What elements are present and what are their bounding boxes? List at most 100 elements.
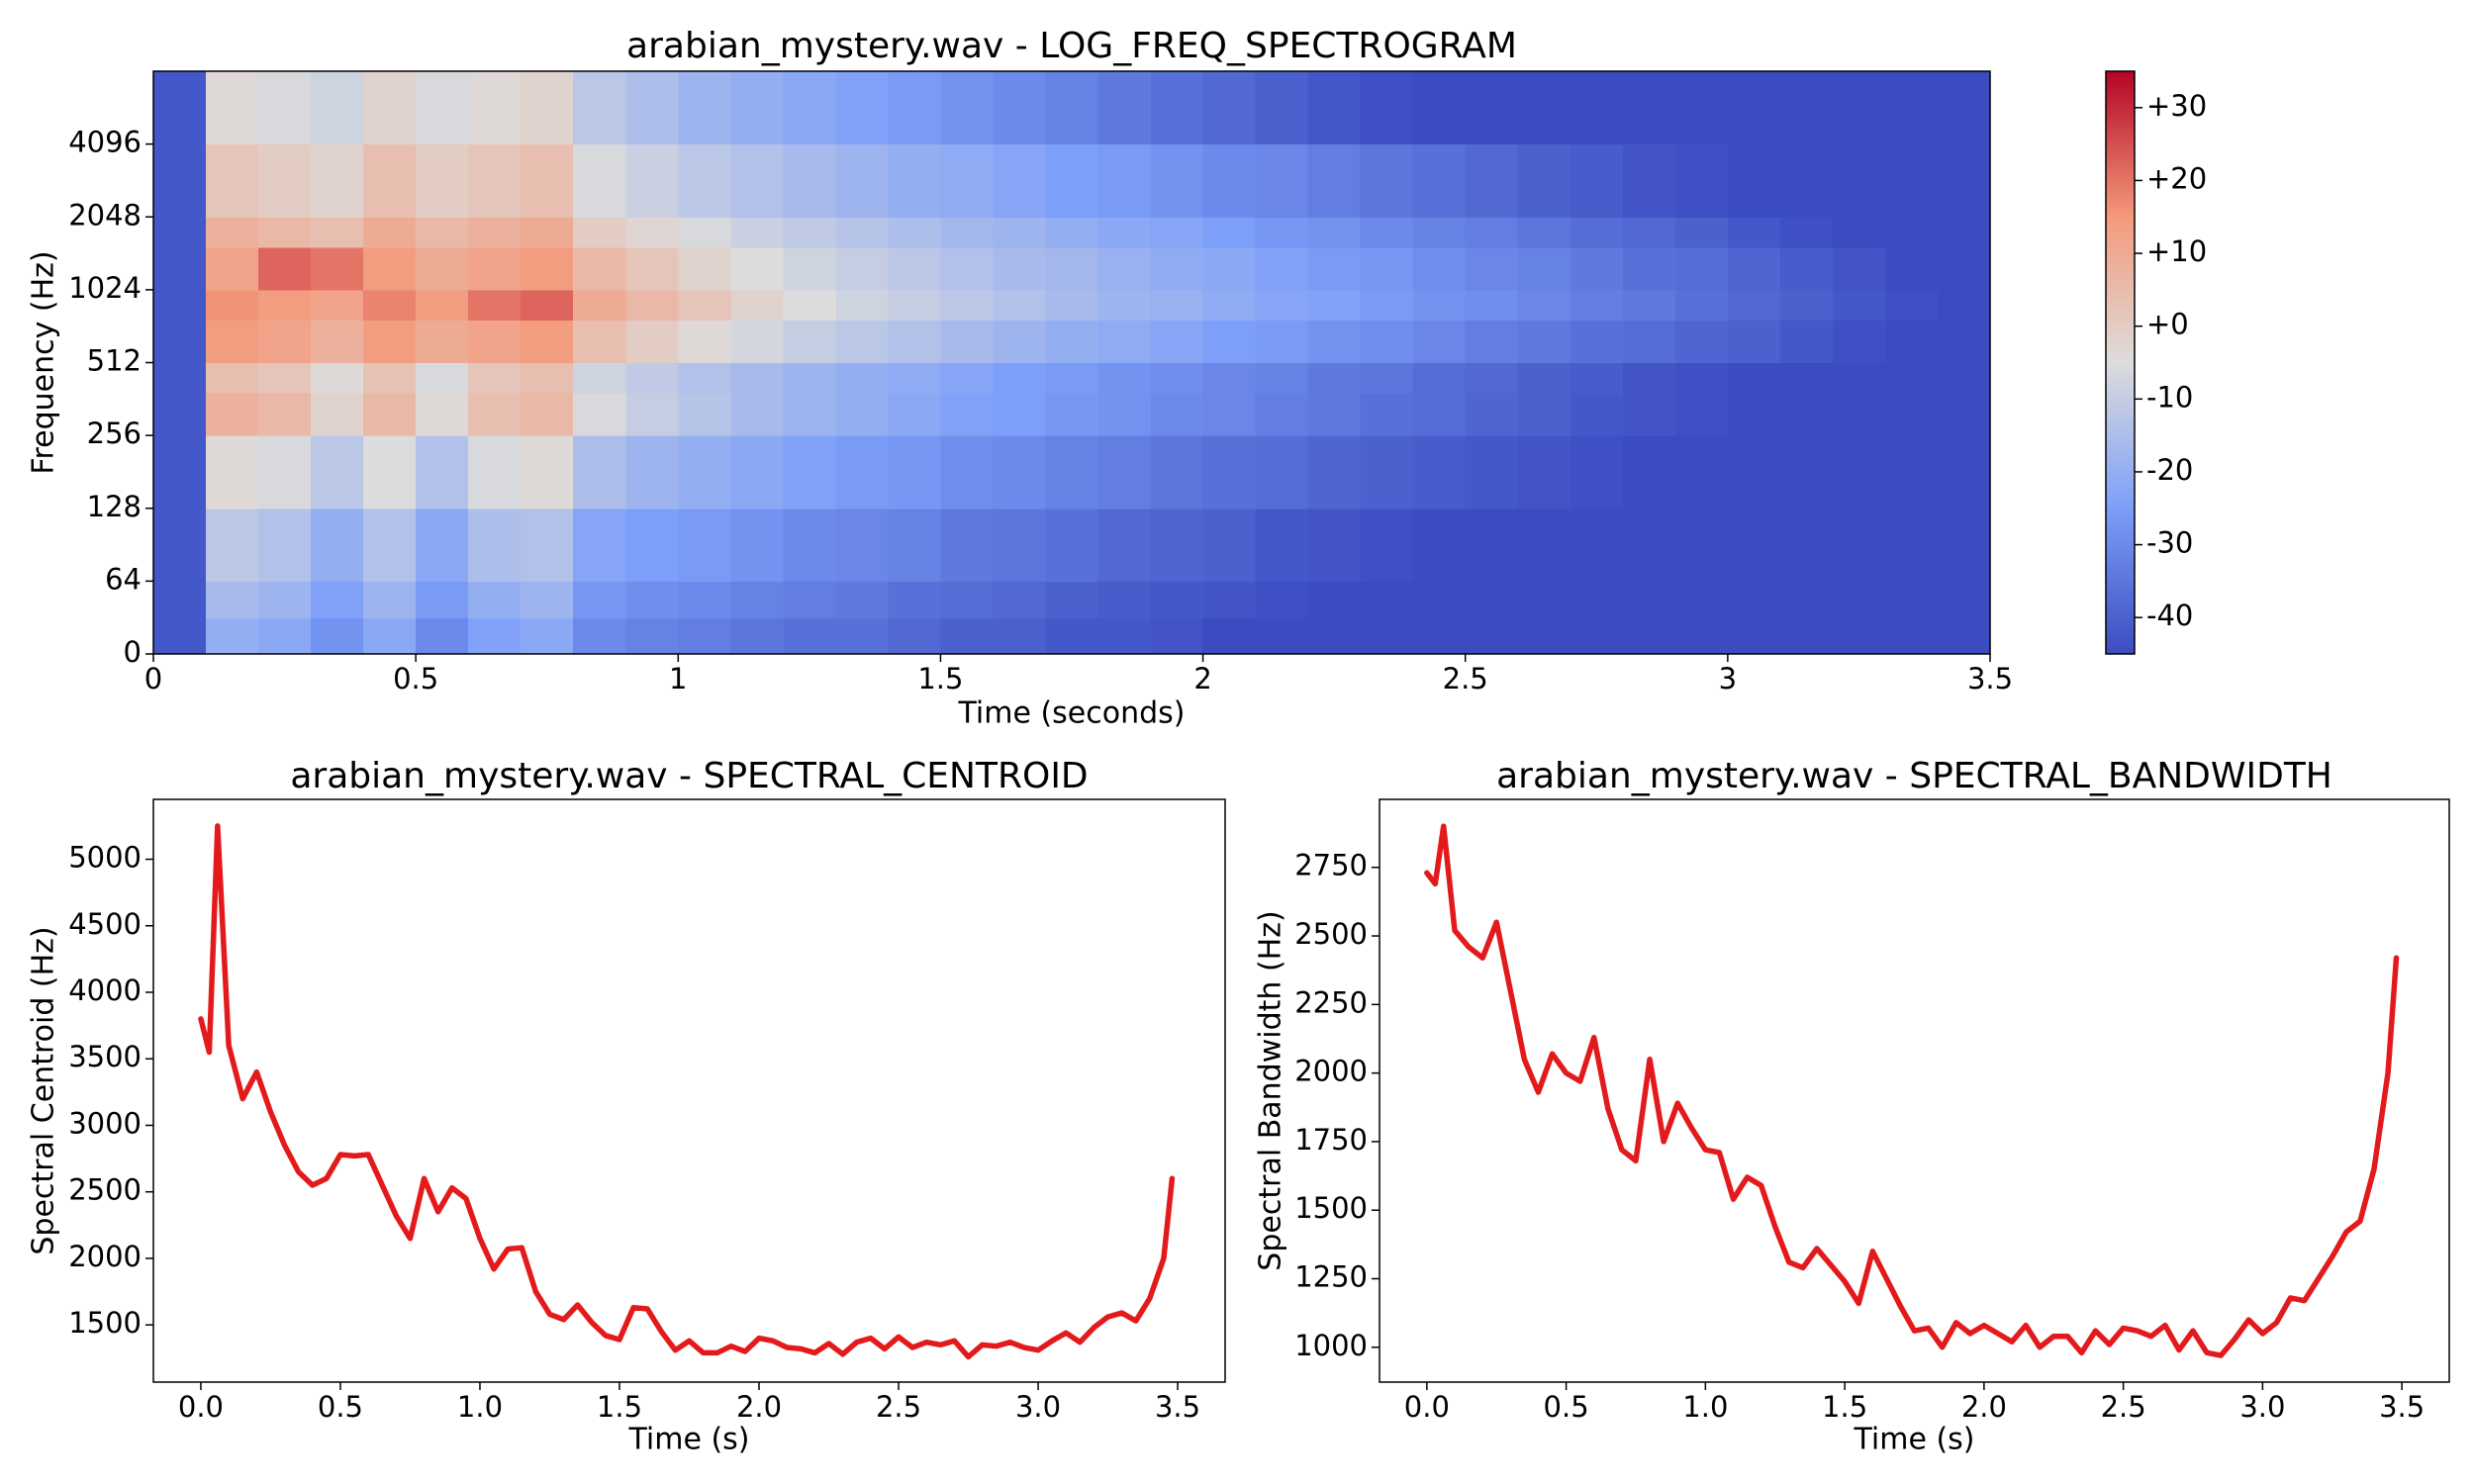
heatmap-cell (1884, 393, 1939, 436)
y-tick-label: 3000 (68, 1106, 142, 1140)
y-tick-label: 4096 (68, 126, 142, 159)
heatmap-cell (363, 246, 417, 291)
heatmap-cell (521, 435, 574, 510)
heatmap-cell (1202, 320, 1257, 364)
heatmap-cell (730, 393, 784, 436)
y-tick-label: 2250 (1294, 985, 1368, 1019)
heatmap-cell (1517, 217, 1571, 248)
heatmap-cell (311, 362, 364, 394)
heatmap-cell (311, 435, 364, 510)
y-axis-label: Spectral Bandwidth (Hz) (1254, 910, 1288, 1270)
y-tick-label: 2000 (1294, 1055, 1368, 1088)
heatmap-cell (1202, 508, 1257, 582)
heatmap-cell (678, 362, 731, 394)
heatmap-cell (1307, 435, 1362, 510)
heatmap-cell (1255, 617, 1309, 655)
heatmap-cell (1465, 289, 1519, 322)
heatmap-cell (573, 393, 626, 436)
heatmap-cell (363, 362, 417, 394)
heatmap (153, 71, 1991, 655)
y-tick-label: 2048 (68, 198, 142, 232)
heatmap-cell (1832, 362, 1886, 394)
heatmap-cell (1779, 246, 1834, 291)
heatmap-cell (1517, 289, 1571, 322)
heatmap-cell (835, 217, 889, 248)
heatmap-cell (1937, 617, 1991, 655)
heatmap-cell (573, 435, 626, 510)
heatmap-cell (1097, 435, 1152, 510)
heatmap-cell (1570, 71, 1624, 145)
heatmap-cell (1465, 143, 1519, 218)
heatmap-cell (1570, 246, 1624, 291)
heatmap-cell (835, 246, 889, 291)
heatmap-cell (1202, 581, 1257, 618)
heatmap-cell (625, 71, 679, 145)
colorbar-tick-label: -20 (2146, 453, 2193, 487)
heatmap-cell (730, 508, 784, 582)
heatmap-cell (678, 617, 731, 655)
heatmap-cell (1202, 71, 1257, 145)
heatmap-cell (1150, 362, 1204, 394)
heatmap-cell (783, 362, 836, 394)
heatmap-cell (1517, 617, 1571, 655)
heatmap-cell (311, 393, 364, 436)
heatmap-cell (993, 508, 1047, 582)
heatmap-cell (993, 246, 1047, 291)
heatmap-cell (573, 143, 626, 218)
heatmap-cell (1097, 320, 1152, 364)
heatmap-cell (1307, 217, 1362, 248)
heatmap-cell (1045, 435, 1099, 510)
heatmap-cell (1937, 320, 1991, 364)
heatmap-cell (468, 362, 522, 394)
heatmap-cell (625, 320, 679, 364)
heatmap-cell (1465, 362, 1519, 394)
heatmap-cell (1674, 581, 1729, 618)
heatmap-cell (258, 508, 312, 582)
heatmap-cell (1255, 217, 1309, 248)
heatmap-cell (730, 143, 784, 218)
heatmap-cell (888, 393, 942, 436)
line (198, 823, 1176, 1360)
heatmap-cell (1150, 246, 1204, 291)
heatmap-cell (1779, 435, 1834, 510)
heatmap-cell (1832, 617, 1886, 655)
heatmap-cell (678, 143, 731, 218)
line (1424, 823, 2400, 1358)
y-tick-label: 2000 (68, 1240, 142, 1273)
heatmap-cell (678, 393, 731, 436)
heatmap-cell (1727, 435, 1781, 510)
heatmap-cell (1570, 581, 1624, 618)
heatmap-cell (835, 71, 889, 145)
heatmap-cell (1622, 289, 1676, 322)
x-tick-label: 0.5 (1544, 1390, 1589, 1424)
heatmap-cell (416, 71, 469, 145)
heatmap-cell (1255, 362, 1309, 394)
heatmap-cell (835, 617, 889, 655)
heatmap-cell (1622, 617, 1676, 655)
heatmap-cell (1832, 435, 1886, 510)
heatmap-cell (1937, 289, 1991, 322)
heatmap-cell (1727, 581, 1781, 618)
heatmap-cell (1097, 362, 1152, 394)
heatmap-cell (1412, 435, 1467, 510)
heatmap-cell (311, 246, 364, 291)
heatmap-cell (835, 508, 889, 582)
heatmap-cell (1097, 246, 1152, 291)
x-tick-label: 2 (1193, 662, 1211, 696)
heatmap-cell (625, 435, 679, 510)
x-tick-label: 2.0 (1961, 1390, 2007, 1424)
heatmap-cell (153, 320, 207, 364)
y-tick-label: 1000 (1294, 1329, 1368, 1362)
heatmap-cell (1832, 71, 1886, 145)
heatmap-cell (521, 143, 574, 218)
heatmap-cell (783, 617, 836, 655)
heatmap-cell (573, 217, 626, 248)
heatmap-cell (625, 393, 679, 436)
colorbar-tick-label: +20 (2146, 161, 2207, 195)
heatmap-cell (363, 393, 417, 436)
x-tick-label: 0.5 (318, 1390, 363, 1424)
heatmap-cell (835, 393, 889, 436)
x-axis-label: Time (s) (628, 1423, 750, 1457)
